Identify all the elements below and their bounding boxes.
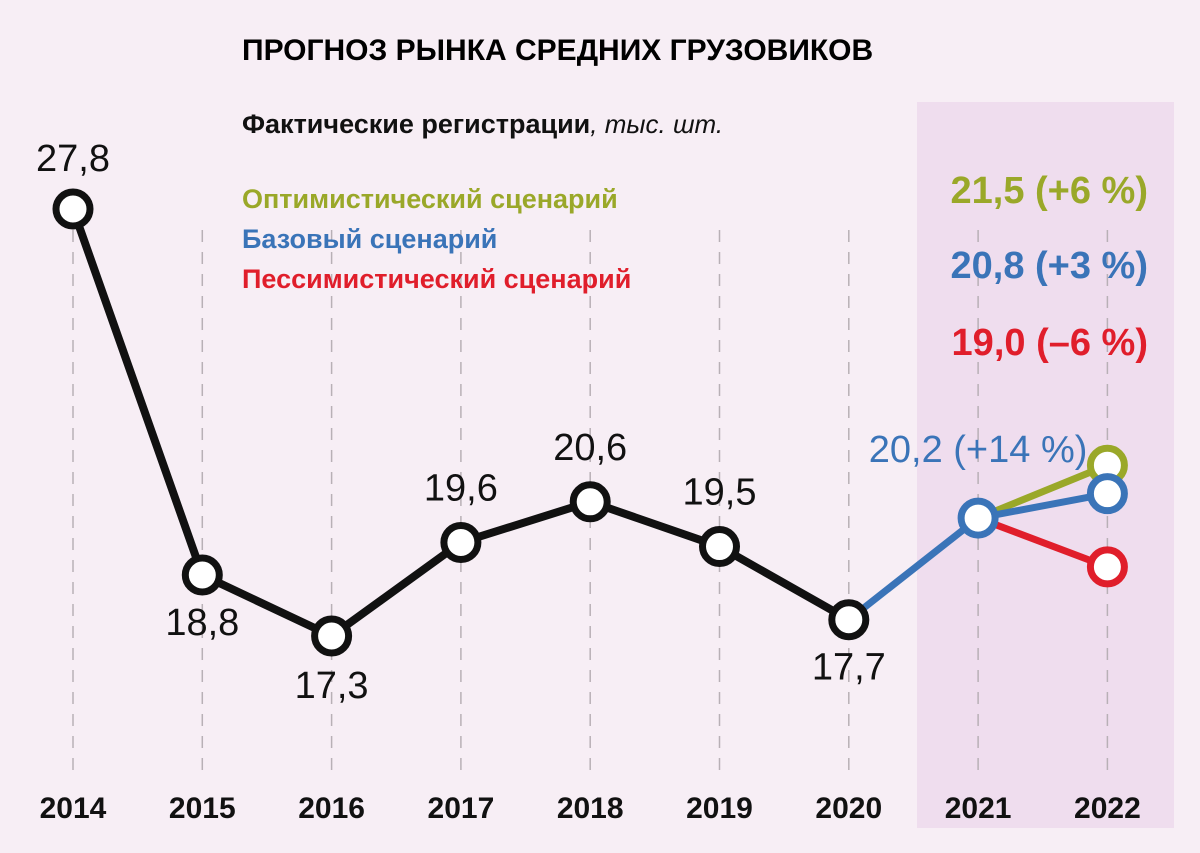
data-label-2014: 27,8 (36, 138, 110, 180)
year-label-2022: 2022 (1074, 792, 1141, 825)
year-label-2015: 2015 (169, 792, 236, 825)
actual-point-2014 (52, 188, 94, 230)
year-label-2014: 2014 (40, 792, 107, 825)
scenario-value-2: 19,0 (–6 %) (952, 322, 1148, 364)
scenario-value-0: 21,5 (+6 %) (951, 170, 1149, 212)
scenario-line-1 (977, 490, 1109, 522)
chart-title: ПРОГНОЗ РЫНКА СРЕДНИХ ГРУЗОВИКОВ (242, 34, 873, 67)
year-label-2016: 2016 (298, 792, 365, 825)
scenario-value-1: 20,8 (+3 %) (951, 245, 1149, 287)
data-points (52, 188, 1128, 657)
scenario-value-labels: 21,5 (+6 %) 20,8 (+3 %) 19,0 (–6 %) (951, 170, 1149, 364)
data-label-2018: 20,6 (553, 427, 627, 469)
year-label-2018: 2018 (557, 792, 624, 825)
data-label-2020: 17,7 (812, 647, 886, 689)
legend: Оптимистический сценарий Базовый сценарий… (242, 184, 631, 294)
data-label-2015: 18,8 (165, 602, 239, 644)
actual-point-2016 (311, 615, 353, 657)
data-labels: 27,8 18,8 17,3 19,6 20,6 19,5 17,7 20,2 (+14 %) (36, 138, 1087, 707)
forecast-band (917, 102, 1174, 828)
forecast-link-line (846, 515, 981, 623)
subtitle-series-name: Фактические регистрации (242, 109, 590, 139)
chart-subtitle: Фактические регистрации, тыс. шт. (242, 109, 723, 139)
actual-point-2015 (181, 554, 223, 596)
actual-point-2019 (699, 526, 740, 568)
actual-point-2018 (569, 481, 611, 523)
legend-entry-0: Оптимистический сценарий (242, 184, 618, 214)
year-label-2017: 2017 (428, 792, 495, 825)
forecast-point-2021 (957, 497, 999, 539)
actual-point-2017 (440, 521, 482, 563)
subtitle-unit: , тыс. шт. (590, 109, 723, 139)
legend-entry-2: Пессимистический сценарий (242, 264, 631, 294)
year-label-2021: 2021 (945, 792, 1012, 825)
year-label-2019: 2019 (686, 792, 753, 825)
data-label-2019: 19,5 (683, 472, 757, 514)
scenario-line-2 (976, 514, 1109, 571)
legend-entry-1: Базовый сценарий (242, 224, 497, 254)
data-label-2021: 20,2 (+14 %) (869, 429, 1088, 471)
scenario-line-0 (976, 461, 1109, 522)
data-label-2016: 17,3 (295, 665, 369, 707)
actual-point-2020 (828, 599, 870, 641)
scenario-point-2 (1086, 546, 1128, 588)
data-label-2017: 19,6 (424, 467, 498, 509)
year-label-2020: 2020 (815, 792, 882, 825)
x-axis-tick-labels: 2014 2015 2016 2017 2018 2019 2020 2021 2022 (40, 792, 1141, 825)
scenario-point-1 (1086, 473, 1128, 515)
